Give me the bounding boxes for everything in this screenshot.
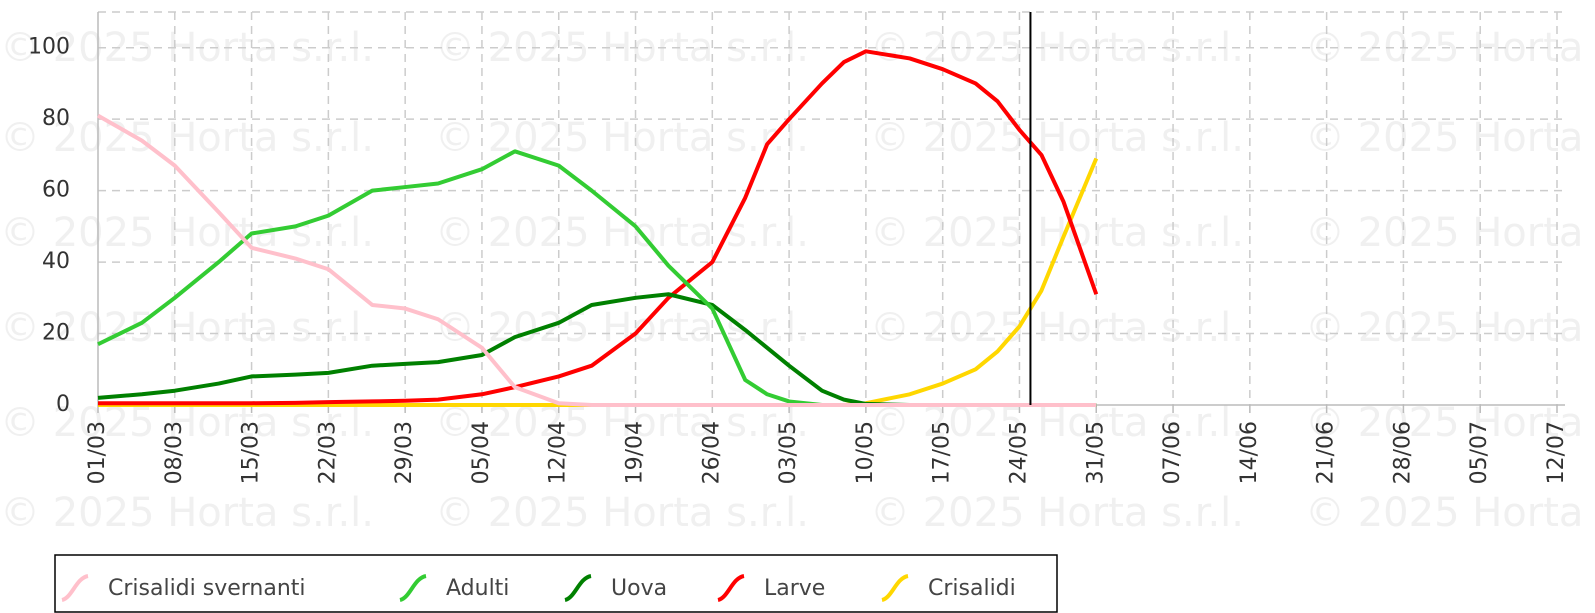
x-tick-label: 24/05 <box>1006 421 1031 484</box>
legend-box <box>54 554 1058 613</box>
x-tick-label: 03/05 <box>776 421 801 484</box>
watermark: © 2025 Horta s.r.l. <box>870 490 1244 536</box>
y-tick-label: 60 <box>42 178 70 203</box>
lines <box>97 12 1099 407</box>
y-tick-label: 0 <box>56 392 70 417</box>
legend-icon <box>61 574 89 602</box>
grid: 0 20 40 60 80 100 01/03 08/03 15/03 22/03 29/03 05/… <box>28 11 1569 484</box>
watermarks: © 2025 Horta s.r.l. © 2025 Horta s.r.l. © … <box>0 25 1595 536</box>
watermark: © 2025 Horta s.r.l. <box>1305 210 1595 256</box>
x-tick-label: 12/04 <box>546 421 571 484</box>
legend-icon <box>564 574 592 602</box>
watermark: © 2025 Horta s.r.l. <box>0 490 374 536</box>
legend-icon <box>881 574 909 602</box>
x-tick-label: 26/04 <box>699 421 724 484</box>
x-tick-label: 19/04 <box>623 421 648 484</box>
legend-icon <box>399 574 427 602</box>
watermark: © 2025 Horta s.r.l. <box>435 400 809 446</box>
x-tick-label: 21/06 <box>1314 421 1339 484</box>
series-line <box>98 49 1099 406</box>
watermark: © 2025 Horta s.r.l. <box>870 115 1244 161</box>
x-tick-label: 07/06 <box>1160 421 1185 484</box>
watermark: © 2025 Horta s.r.l. <box>870 305 1244 351</box>
watermark: © 2025 Horta s.r.l. <box>870 400 1244 446</box>
x-tick-label: 17/05 <box>930 421 955 484</box>
x-tick-label: 05/07 <box>1467 421 1492 484</box>
watermark: © 2025 Horta s.r.l. <box>1305 490 1595 536</box>
x-tick-label: 22/03 <box>315 421 340 484</box>
watermark: © 2025 Horta s.r.l. <box>1305 115 1595 161</box>
legend-label: Larve <box>764 576 825 601</box>
watermark: © 2025 Horta s.r.l. <box>0 210 374 256</box>
y-tick-label: 20 <box>42 321 70 346</box>
legend-label: Crisalidi svernanti <box>108 576 306 601</box>
x-tick-label: 10/05 <box>853 421 878 484</box>
y-tick-label: 80 <box>42 106 70 131</box>
watermark: © 2025 Horta s.r.l. <box>0 305 374 351</box>
watermark: © 2025 Horta s.r.l. <box>1305 305 1595 351</box>
y-tick-label: 100 <box>28 35 70 60</box>
legend-label: Adulti <box>446 576 509 601</box>
watermark: © 2025 Horta s.r.l. <box>0 115 374 161</box>
legend-label: Uova <box>611 576 667 601</box>
x-tick-label: 14/06 <box>1237 421 1262 484</box>
x-tick-label: 15/03 <box>239 421 264 484</box>
watermark: © 2025 Horta s.r.l. <box>435 490 809 536</box>
x-tick-label: 08/03 <box>162 421 187 484</box>
x-tick-label: 29/03 <box>392 421 417 484</box>
x-tick-label: 28/06 <box>1390 421 1415 484</box>
watermark: © 2025 Horta s.r.l. <box>435 115 809 161</box>
x-tick-label: 12/07 <box>1544 421 1569 484</box>
watermark: © 2025 Horta s.r.l. <box>1305 400 1595 446</box>
series-line <box>97 149 1097 407</box>
legend: Crisalidi svernanti Adulti Uova Larve Crisal… <box>54 554 1058 613</box>
x-tick-label: 05/04 <box>469 421 494 484</box>
series-line <box>97 113 1097 407</box>
x-tick-label: 01/03 <box>85 421 110 484</box>
legend-icon <box>717 574 745 602</box>
x-tick-label: 31/05 <box>1083 421 1108 484</box>
legend-label: Crisalidi <box>928 576 1016 601</box>
y-tick-label: 40 <box>42 249 70 274</box>
watermark: © 2025 Horta s.r.l. <box>0 400 374 446</box>
